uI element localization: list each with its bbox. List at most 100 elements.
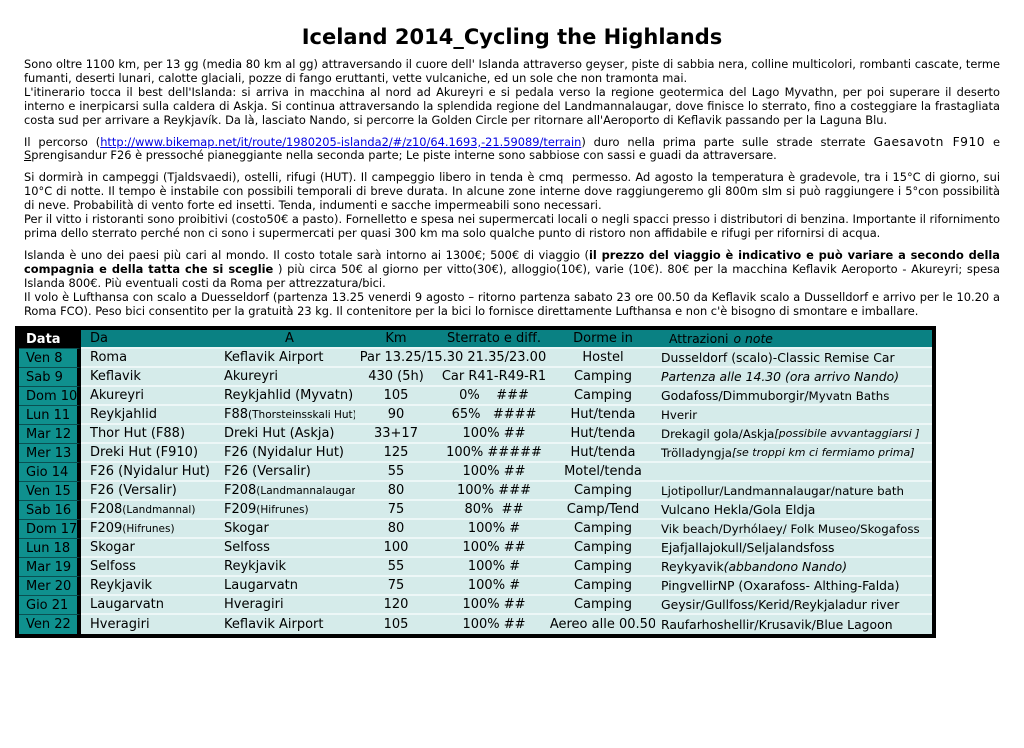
cell-attractions: Hverir bbox=[655, 406, 932, 426]
cell-km: 125 bbox=[355, 444, 437, 464]
cell-date: Mer 20 bbox=[19, 577, 81, 597]
text-segment: F209 bbox=[90, 521, 123, 537]
text-segment: Trölladyngja bbox=[661, 445, 733, 460]
text-segment: (Landmannal) bbox=[122, 503, 196, 516]
header-da: Da bbox=[81, 330, 221, 350]
table-row: Mar 12 Thor Hut (F88) Dreki Hut (Askja) 33+… bbox=[19, 425, 932, 445]
document-page: Iceland 2014_Cycling the Highlands Sono … bbox=[0, 24, 1024, 748]
text-segment: [se troppi km ci fermiamo prima] bbox=[732, 446, 915, 460]
text-segment: prengisandur F26 è pressoché pianeggiant… bbox=[31, 148, 777, 163]
text-segment: (abbandono Nando) bbox=[723, 559, 848, 575]
text-segment: Gaesavotn F910 bbox=[873, 134, 986, 149]
text-segment: Camping bbox=[573, 597, 633, 613]
paragraph: Islanda è uno dei paesi più cari al mond… bbox=[24, 247, 1000, 319]
text-segment: Camping bbox=[573, 559, 633, 575]
cell-date: Mar 12 bbox=[19, 425, 81, 445]
table-row: Sab 9 Keflavik Akureyri 430 (5h) Car R41-R49… bbox=[19, 368, 932, 388]
cell-to: F26 (Nyidalur Hut) bbox=[221, 444, 355, 464]
cell-from: Thor Hut (F88) bbox=[81, 425, 221, 445]
text-segment: F26 (Versalir) bbox=[90, 483, 177, 499]
header-attrazioni-label: Attrazioni bbox=[669, 331, 729, 347]
text-segment: F209 bbox=[224, 502, 257, 518]
header-attrazioni-note: o note bbox=[733, 331, 773, 347]
table-body: Ven 8 Roma Keflavik Airport Par 13.25/15.30… bbox=[19, 349, 932, 635]
cell-km: 100 bbox=[355, 539, 437, 559]
cell-date: Dom 10 bbox=[19, 387, 81, 407]
text-segment: Ejafjallajokull/Seljalandsfoss bbox=[661, 540, 835, 556]
text-segment: 65% #### bbox=[451, 407, 537, 423]
header-attrazioni: Attrazioni o note bbox=[655, 330, 932, 350]
text-segment: 105 bbox=[383, 388, 409, 404]
text-segment: 100% ## bbox=[462, 426, 526, 442]
table-row: Sab 16 F208 (Landmannal) F209 (Hifrunes) 75… bbox=[19, 501, 932, 521]
bikemap-link[interactable]: http://www.bikemap.net/it/route/1980205-… bbox=[100, 134, 582, 149]
text-segment: Keflavik Airport bbox=[224, 617, 324, 633]
text-segment: Par 13.25/15.30 21.35/23.00 bbox=[359, 350, 547, 366]
cell-to: Selfoss bbox=[221, 539, 355, 559]
table-row: Gio 14 F26 (Nyidalur Hut) F26 (Versalir) 55… bbox=[19, 463, 932, 483]
text-segment: Camping bbox=[573, 388, 633, 404]
cell-surface: 100% # bbox=[437, 577, 551, 597]
text-segment: e bbox=[985, 134, 1004, 149]
cell-date: Mar 19 bbox=[19, 558, 81, 578]
cell-from: F209 (Hifrunes) bbox=[81, 520, 221, 540]
table-row: Gio 21 Laugarvatn Hveragiri 120 100% ## Campi… bbox=[19, 596, 932, 616]
text-segment: F208 bbox=[90, 502, 123, 518]
text-segment: Drekagil gola/Askja bbox=[661, 426, 775, 441]
cell-surface: 100% # bbox=[437, 520, 551, 540]
cell-to: Hveragiri bbox=[221, 596, 355, 616]
cell-attractions: Ejafjallajokull/Seljalandsfoss bbox=[655, 539, 932, 559]
cell-km: 105 bbox=[355, 615, 437, 635]
cell-flight-times: Par 13.25/15.30 21.35/23.00 bbox=[355, 349, 551, 369]
cell-to: Laugarvatn bbox=[221, 577, 355, 597]
cell-from: Reykjahlid bbox=[81, 406, 221, 426]
cell-attractions: Dusseldorf (scalo)-Classic Remise Car bbox=[655, 349, 932, 369]
cell-attractions: Godafoss/Dimmuborgir/Myvatn Baths bbox=[655, 387, 932, 407]
text-segment: Skogar bbox=[90, 540, 135, 556]
cell-date: Ven 8 bbox=[19, 349, 81, 369]
text-segment: 75 bbox=[387, 502, 405, 518]
table-row: Ven 8 Roma Keflavik Airport Par 13.25/15.30… bbox=[19, 349, 932, 369]
cell-to: F208 (Landmannalaugar) bbox=[221, 482, 360, 502]
text-segment: 100% # bbox=[467, 578, 521, 594]
page-title: Iceland 2014_Cycling the Highlands bbox=[301, 25, 723, 49]
cell-from: Hveragiri bbox=[81, 615, 221, 635]
text-segment: 55 bbox=[387, 559, 405, 575]
cell-from: Akureyri bbox=[81, 387, 221, 407]
cell-attractions: Ljotipollur/Landmannalaugar/nature bath bbox=[655, 482, 932, 502]
cell-sleep: Camp/Tend bbox=[551, 501, 655, 521]
table-row: Dom 10 Akureyri Reykjahlid (Myvatn) 105 0% #… bbox=[19, 387, 932, 407]
cell-km: 430 (5h) bbox=[355, 368, 437, 388]
text-segment: Selfoss bbox=[224, 540, 270, 556]
cell-attractions: Reykyavik (abbandono Nando) bbox=[655, 558, 932, 578]
cell-sleep: Aereo alle 00.50 bbox=[550, 615, 656, 635]
text-segment: Hverir bbox=[661, 407, 698, 422]
cell-surface: 100% ## bbox=[437, 539, 551, 559]
cell-from: Roma bbox=[81, 349, 221, 369]
text-segment: Reykyavik bbox=[661, 559, 724, 575]
cell-surface: 80% ## bbox=[437, 501, 551, 521]
header-dorme: Dorme in bbox=[551, 330, 655, 350]
text-segment: Islanda è uno dei paesi più cari al mond… bbox=[24, 247, 589, 262]
text-segment: 100% # bbox=[467, 559, 521, 575]
cell-sleep: Camping bbox=[551, 577, 655, 597]
cell-date: Ven 15 bbox=[19, 482, 81, 502]
cell-attractions: Trölladyngja [se troppi km ci fermiamo pr… bbox=[655, 444, 932, 464]
text-segment: Laugarvatn bbox=[224, 578, 299, 594]
cell-to: Dreki Hut (Askja) bbox=[221, 425, 355, 445]
cell-surface: 100% ## bbox=[437, 596, 551, 616]
text-segment: Camping bbox=[573, 483, 633, 499]
text-segment: F88 bbox=[224, 407, 249, 423]
cell-attractions bbox=[655, 463, 932, 483]
text-segment: Raufarhoshellir/Krusavik/Blue Lagoon bbox=[661, 617, 893, 633]
text-segment: ) duro nella prima parte sulle strade st… bbox=[581, 134, 874, 149]
cell-km: 80 bbox=[355, 482, 437, 502]
cell-from: Reykjavik bbox=[81, 577, 221, 597]
cell-km: 90 bbox=[355, 406, 437, 426]
text-segment: Reykjahlid bbox=[90, 407, 157, 423]
text-segment: Keflavik Airport bbox=[224, 350, 324, 366]
cell-surface: 100% ## bbox=[437, 463, 551, 483]
paragraph: Il percorso (http://www.bikemap.net/it/r… bbox=[24, 134, 1000, 164]
text-segment: 105 bbox=[383, 617, 409, 633]
paragraph: Si dormirà in campeggi (Tjaldsvaedi), os… bbox=[24, 170, 1000, 241]
